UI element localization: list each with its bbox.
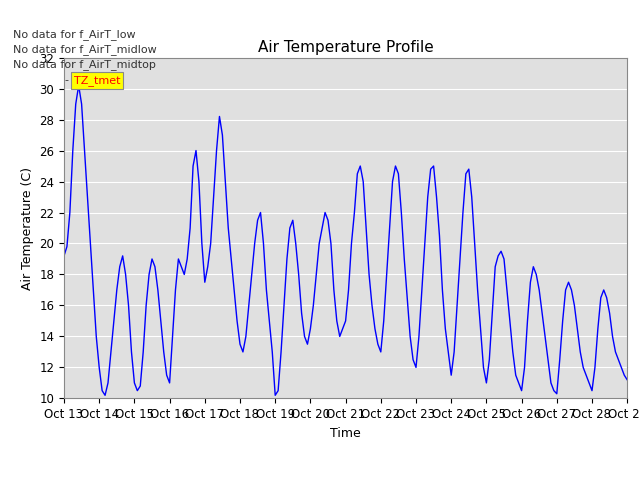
- Text: No data for f_AirT_midtop: No data for f_AirT_midtop: [13, 60, 156, 71]
- Text: No data for f_AirT_midlow: No data for f_AirT_midlow: [13, 44, 157, 55]
- Text: -: -: [64, 75, 68, 85]
- Title: Air Temperature Profile: Air Temperature Profile: [258, 40, 433, 55]
- X-axis label: Time: Time: [330, 427, 361, 440]
- Text: No data for f_AirT_low: No data for f_AirT_low: [13, 29, 136, 40]
- Y-axis label: Air Temperature (C): Air Temperature (C): [20, 167, 34, 289]
- Text: TZ_tmet: TZ_tmet: [74, 75, 120, 86]
